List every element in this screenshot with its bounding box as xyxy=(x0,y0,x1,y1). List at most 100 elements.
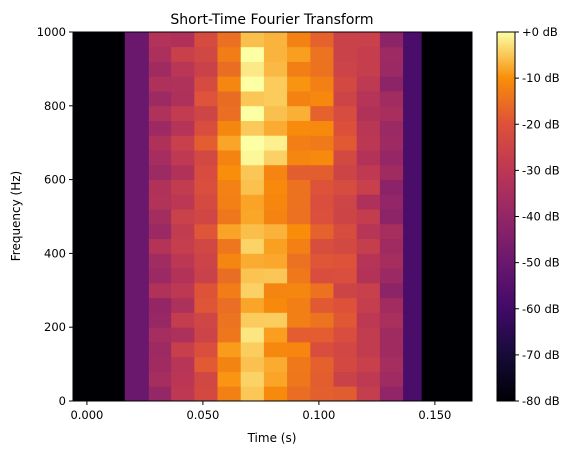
heatmap-cell xyxy=(194,223,218,240)
heatmap-cell xyxy=(263,297,288,313)
heatmap-cell xyxy=(379,91,404,107)
heatmap-cell xyxy=(287,327,311,343)
heatmap-cell xyxy=(333,253,358,269)
heatmap-cell xyxy=(287,268,311,284)
heatmap-cell xyxy=(356,32,381,48)
heatmap-cell xyxy=(356,356,381,372)
heatmap-cell xyxy=(310,32,334,48)
heatmap-cell xyxy=(217,386,242,401)
heatmap-cell xyxy=(356,312,381,328)
x-axis-label: Time (s) xyxy=(247,431,297,445)
heatmap-cell xyxy=(263,179,288,195)
heatmap-cell xyxy=(217,356,242,372)
heatmap-cell xyxy=(421,282,472,299)
heatmap-cell xyxy=(124,164,150,180)
heatmap-cell xyxy=(379,238,404,254)
heatmap-cell xyxy=(124,209,150,225)
heatmap-cell xyxy=(171,371,195,387)
heatmap-cell xyxy=(194,268,218,284)
heatmap-cell xyxy=(148,61,172,77)
heatmap-cell xyxy=(403,371,423,387)
heatmap-cell xyxy=(379,297,404,313)
heatmap-cell xyxy=(356,297,381,313)
heatmap-cell xyxy=(73,268,126,284)
heatmap-cell xyxy=(310,386,334,401)
heatmap-cell xyxy=(333,282,358,299)
heatmap-cell xyxy=(310,312,334,328)
heatmap-cell xyxy=(287,46,311,62)
heatmap-cell xyxy=(379,223,404,240)
heatmap-cell xyxy=(356,194,381,210)
heatmap-cell xyxy=(148,76,172,92)
heatmap-cell xyxy=(356,135,381,151)
heatmap-cell xyxy=(403,268,423,284)
heatmap-cell xyxy=(379,268,404,284)
heatmap-cell xyxy=(194,238,218,254)
heatmap-cell xyxy=(403,253,423,269)
heatmap-cell xyxy=(421,312,472,328)
colorbar-tick-label: -20 dB xyxy=(522,117,560,131)
heatmap-cell xyxy=(310,194,334,210)
heatmap-cell xyxy=(73,386,126,401)
heatmap-cell xyxy=(403,76,423,92)
heatmap-cell xyxy=(333,120,358,136)
heatmap-cell xyxy=(263,150,288,166)
heatmap-cell xyxy=(310,253,334,269)
heatmap-cell xyxy=(263,194,288,210)
heatmap-cell xyxy=(171,209,195,225)
heatmap-cell xyxy=(124,268,150,284)
heatmap-cell xyxy=(73,150,126,166)
heatmap-cell xyxy=(310,61,334,77)
heatmap-cell xyxy=(287,282,311,299)
heatmap-cell xyxy=(217,223,242,240)
heatmap-cell xyxy=(148,91,172,107)
heatmap-cell xyxy=(217,268,242,284)
colorbar xyxy=(496,31,516,402)
heatmap-cell xyxy=(333,297,358,313)
heatmap-cell xyxy=(194,61,218,77)
heatmap-cell xyxy=(73,164,126,180)
heatmap-cell xyxy=(171,297,195,313)
heatmap-cell xyxy=(171,91,195,107)
heatmap-cell xyxy=(263,341,288,358)
heatmap-cell xyxy=(263,327,288,343)
x-tick-label: 0.050 xyxy=(186,408,219,422)
heatmap-cell xyxy=(171,386,195,401)
heatmap-cell xyxy=(171,341,195,358)
heatmap-cell xyxy=(403,327,423,343)
heatmap-cell xyxy=(333,341,358,358)
x-axis: 0.000 0.050 0.100 0.150 xyxy=(70,401,451,422)
heatmap-cell xyxy=(217,312,242,328)
heatmap-cell xyxy=(73,282,126,299)
heatmap-cell xyxy=(148,341,172,358)
heatmap-cell xyxy=(421,105,472,121)
heatmap-cell xyxy=(217,238,242,254)
heatmap-cell xyxy=(287,386,311,401)
colorbar-tick-label: -80 dB xyxy=(522,394,560,408)
heatmap-cell xyxy=(73,297,126,313)
heatmap-cell xyxy=(124,297,150,313)
heatmap-cell xyxy=(356,61,381,77)
heatmap-cell xyxy=(217,327,242,343)
heatmap-cell xyxy=(217,341,242,358)
heatmap-cell xyxy=(171,268,195,284)
heatmap-cell xyxy=(194,179,218,195)
heatmap-cell xyxy=(356,386,381,401)
y-tick-label: 200 xyxy=(44,320,66,334)
heatmap-cell xyxy=(421,371,472,387)
heatmap-cell xyxy=(356,179,381,195)
heatmap-cell xyxy=(148,164,172,180)
heatmap-cell xyxy=(356,150,381,166)
heatmap-cell xyxy=(403,341,423,358)
heatmap-cell xyxy=(379,341,404,358)
heatmap-cell xyxy=(379,327,404,343)
heatmap-cell xyxy=(194,371,218,387)
heatmap-cell xyxy=(194,164,218,180)
heatmap-cell xyxy=(310,341,334,358)
heatmap-cell xyxy=(379,150,404,166)
heatmap-cell xyxy=(171,164,195,180)
heatmap-cell xyxy=(379,194,404,210)
heatmap-cell xyxy=(333,91,358,107)
heatmap-cell xyxy=(333,223,358,240)
heatmap-cell xyxy=(240,61,265,77)
